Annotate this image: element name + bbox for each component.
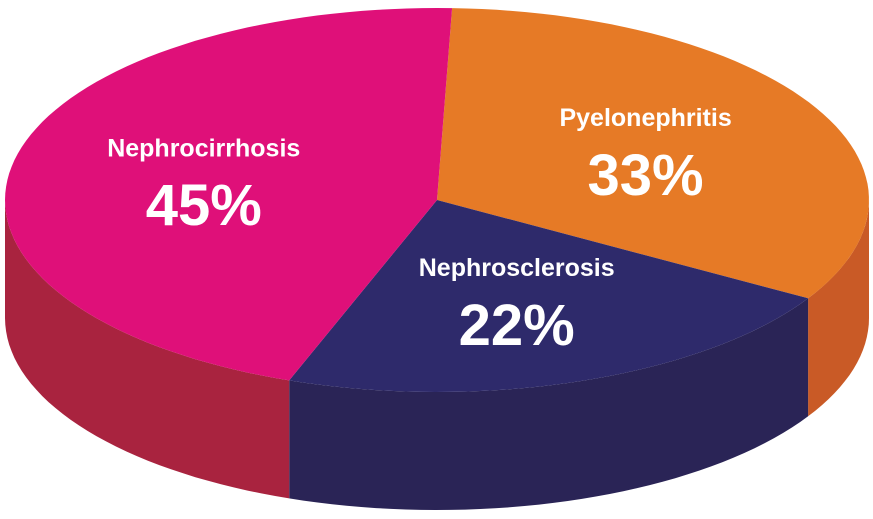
slice-name: Nephrosclerosis: [419, 254, 615, 282]
slice-name: Pyelonephritis: [559, 104, 731, 132]
slice: [289, 200, 809, 392]
slice: [5, 8, 453, 381]
slice-side: [5, 200, 290, 499]
slice-value-label: 33%: [588, 143, 704, 208]
slice-value-label: 22%: [459, 293, 575, 358]
slice-side: [808, 200, 869, 417]
slice-name: Nephrocirrhosis: [107, 134, 300, 162]
slice: [437, 8, 869, 299]
slice-side: [289, 298, 809, 510]
slice-value-label: 45%: [146, 173, 262, 238]
